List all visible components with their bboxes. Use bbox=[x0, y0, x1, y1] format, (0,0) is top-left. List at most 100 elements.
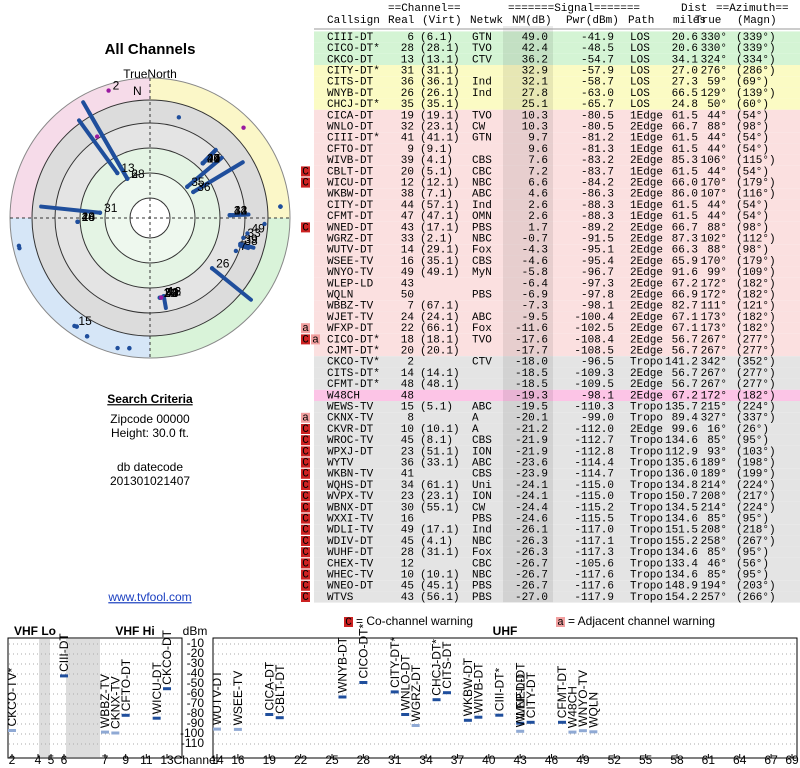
table-cell: 66.7 bbox=[672, 122, 698, 134]
table-cell: 88° bbox=[707, 245, 727, 257]
signal-label: CFMT-DT bbox=[555, 665, 569, 718]
table-cell: 24.8 bbox=[672, 99, 698, 111]
band-name: UHF bbox=[493, 624, 518, 638]
x-tick-label: 4 bbox=[35, 753, 42, 767]
x-tick-label: 14 bbox=[210, 753, 224, 767]
table-cell: A bbox=[472, 424, 479, 436]
row-background bbox=[314, 233, 800, 245]
table-cell: -19.3 bbox=[515, 390, 548, 402]
radar-station bbox=[191, 189, 196, 195]
radar-label: 28 bbox=[131, 167, 145, 181]
table-cell: -58.7 bbox=[581, 77, 614, 89]
table-cell: 134.5 bbox=[665, 502, 698, 514]
table-cell: (9.1) bbox=[420, 144, 453, 156]
table-cell: NBC bbox=[472, 178, 492, 190]
table-cell: (199°) bbox=[736, 469, 776, 481]
table-cell: 39 bbox=[401, 155, 414, 167]
radar-label: 7 bbox=[240, 239, 247, 253]
table-cell: 22 bbox=[401, 323, 414, 335]
x-tick-label: 9 bbox=[122, 753, 129, 767]
table-cell: 1Edge bbox=[630, 166, 663, 178]
table-cell: 2Edge bbox=[630, 424, 663, 436]
radar-station bbox=[241, 235, 246, 241]
table-cell: (54°) bbox=[736, 144, 769, 156]
table-cell: 134.8 bbox=[665, 480, 698, 492]
table-cell: TVO bbox=[472, 43, 492, 55]
radar-signal bbox=[210, 266, 253, 302]
table-cell: 215° bbox=[701, 402, 727, 414]
signal-bar bbox=[60, 674, 68, 678]
table-cell: 36 bbox=[401, 77, 414, 89]
row-background bbox=[314, 591, 800, 603]
table-cell: NBC bbox=[472, 570, 492, 582]
table-cell: Tropo bbox=[630, 581, 663, 593]
table-cell: CHEX-TV bbox=[327, 558, 374, 570]
table-cell: (182°) bbox=[736, 312, 776, 324]
table-cell: 16° bbox=[707, 424, 727, 436]
table-cell: CBC bbox=[472, 166, 492, 178]
table-cell: GTN bbox=[472, 32, 492, 44]
warning-mark: a bbox=[312, 334, 319, 346]
signal-bar bbox=[578, 729, 587, 733]
table-cell: 44° bbox=[707, 166, 727, 178]
signal-bar bbox=[359, 681, 368, 684]
row-background bbox=[314, 289, 800, 301]
x-tick-label: 25 bbox=[325, 753, 339, 767]
table-cell: 45 bbox=[401, 581, 414, 593]
header-label: Path bbox=[628, 15, 654, 27]
table-cell: A bbox=[472, 413, 479, 425]
table-cell: (277°) bbox=[736, 346, 776, 358]
table-cell: 10 bbox=[401, 424, 414, 436]
table-cell: 44° bbox=[707, 133, 727, 145]
table-cell: 208° bbox=[701, 525, 727, 537]
signal-bar bbox=[152, 716, 161, 720]
table-cell: 56.7 bbox=[672, 368, 698, 380]
header-group: ==Channel== bbox=[388, 3, 461, 15]
radar-station bbox=[262, 221, 267, 227]
header-label: Real bbox=[388, 15, 414, 27]
table-cell: 85.3 bbox=[672, 155, 698, 167]
table-cell: Tropo bbox=[630, 402, 663, 414]
row-background bbox=[314, 457, 800, 469]
warning-mark: C bbox=[302, 222, 309, 234]
table-cell: CTV bbox=[472, 357, 492, 369]
table-cell: ABC bbox=[472, 458, 492, 470]
table-cell: 189° bbox=[701, 458, 727, 470]
table-cell: 32.1 bbox=[522, 77, 549, 89]
table-cell: (18.1) bbox=[420, 334, 460, 346]
signal-label: CICA-DT bbox=[262, 661, 276, 710]
site-link[interactable]: www.tvfool.com bbox=[107, 590, 191, 604]
table-cell: 14 bbox=[401, 245, 415, 257]
warning-box bbox=[311, 334, 320, 345]
y-tick-label: -20 bbox=[187, 646, 205, 660]
signal-label: WSEE-TV bbox=[231, 671, 245, 726]
table-cell: (23.1) bbox=[420, 122, 460, 134]
table-cell: -6.4 bbox=[522, 278, 549, 290]
table-cell: WDIV-DT bbox=[327, 536, 374, 548]
table-cell: 2Edge bbox=[630, 155, 663, 167]
table-cell: (95°) bbox=[736, 514, 769, 526]
table-cell: 2Edge bbox=[630, 222, 663, 234]
row-background bbox=[314, 42, 800, 54]
radar-station bbox=[227, 213, 232, 218]
table-cell: 43 bbox=[401, 278, 414, 290]
warning-box bbox=[301, 334, 310, 345]
table-cell: CBS bbox=[472, 256, 492, 268]
table-cell: -21.9 bbox=[515, 435, 548, 447]
radar-label: 47 bbox=[207, 151, 221, 165]
table-cell: WQHS-DT bbox=[327, 480, 374, 492]
warning-mark: C bbox=[302, 480, 309, 492]
radar-label: 18 bbox=[82, 210, 96, 224]
table-cell: 2.6 bbox=[528, 211, 548, 223]
row-background bbox=[314, 165, 800, 177]
x-tick-label: 49 bbox=[576, 753, 590, 767]
table-cell: WNLO-DT bbox=[327, 122, 374, 134]
table-cell: WKBW-DT bbox=[327, 189, 374, 201]
radar-label: 12 bbox=[168, 284, 182, 298]
table-cell: -108.5 bbox=[574, 346, 614, 358]
table-cell: 61.5 bbox=[672, 110, 698, 122]
table-cell: CBC bbox=[472, 558, 492, 570]
table-cell: -20.1 bbox=[515, 413, 548, 425]
site-link-text[interactable]: www.tvfool.com bbox=[107, 590, 191, 604]
y-tick-label: -110 bbox=[181, 736, 204, 750]
